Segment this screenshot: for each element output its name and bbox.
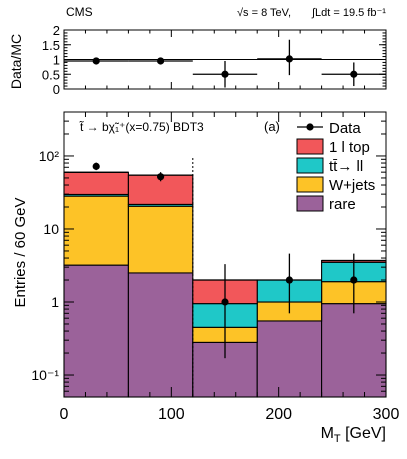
main-frame xyxy=(63,111,387,398)
stack-bar-0 xyxy=(256,320,323,398)
main-panel: 10⁻¹ 1 10 10² 0 100 200 300 Entries / 60 GeV MT [… xyxy=(12,111,400,445)
main-x-tick-label: 100 xyxy=(158,406,185,423)
ratio-y-axis-label: Data/MC xyxy=(8,34,24,89)
main-x-tick-label: 200 xyxy=(265,406,292,423)
legend-swatch-3 xyxy=(296,138,324,155)
stack-bar-1 xyxy=(127,205,194,274)
legend-data-marker xyxy=(306,123,314,131)
legend-swatch-1 xyxy=(296,176,324,193)
legend-label-1: W+jets xyxy=(329,177,375,194)
main-y-tick-label: 10 xyxy=(43,221,59,237)
ratio-point xyxy=(285,55,293,63)
lumi-label: ∫Ldt = 19.5 fb⁻¹ xyxy=(311,7,386,19)
panel-label: (a) xyxy=(264,119,280,134)
legend-label-2: tt̄→ ll xyxy=(329,158,363,175)
main-x-tick-label: 300 xyxy=(373,406,400,423)
energy-label: √s = 8 TeV, xyxy=(237,7,291,19)
ratio-point xyxy=(157,57,165,65)
ratio-y-tick-label: 0.5 xyxy=(42,67,60,82)
ratio-y-tick-label: 1.5 xyxy=(42,38,60,53)
signal-region-title: t̃ → bχ̃₁⁺(x=0.75) BDT3 xyxy=(79,119,204,134)
stack-bar-0 xyxy=(321,303,387,398)
main-y-tick-label: 10⁻¹ xyxy=(31,367,59,383)
data-point xyxy=(350,276,358,284)
ratio-y-tick-label: 0 xyxy=(53,82,60,97)
main-y-axis-label: Entries / 60 GeV xyxy=(12,197,29,307)
main-x-tick-label: 0 xyxy=(60,406,69,423)
data-point xyxy=(157,173,165,181)
ratio-point xyxy=(92,57,100,65)
stack-bar-0 xyxy=(127,272,194,398)
data-point xyxy=(221,298,229,306)
main-x-axis-label: MT [GeV] xyxy=(321,425,386,445)
legend-swatch-0 xyxy=(296,195,324,212)
ratio-point xyxy=(350,70,358,78)
ratio-y-tick-label: 1 xyxy=(53,53,60,68)
stack-bar-3 xyxy=(63,171,129,196)
data-point xyxy=(285,276,293,284)
ratio-point xyxy=(221,70,229,78)
legend-data-label: Data xyxy=(329,120,361,137)
legend-swatch-2 xyxy=(296,157,324,174)
legend-label-0: rare xyxy=(329,196,356,213)
ratio-y-tick-label: 2 xyxy=(53,23,60,38)
data-point xyxy=(92,162,100,170)
experiment-label: CMS xyxy=(66,5,93,19)
stack-bar-1 xyxy=(63,195,129,266)
ratio-panel: 00.511.52 Data/MC xyxy=(8,23,387,97)
main-y-tick-label: 1 xyxy=(51,294,59,310)
stack-bar-0 xyxy=(63,264,129,398)
main-y-tick-label: 10² xyxy=(39,148,60,164)
legend-label-3: 1 l top xyxy=(329,139,370,156)
